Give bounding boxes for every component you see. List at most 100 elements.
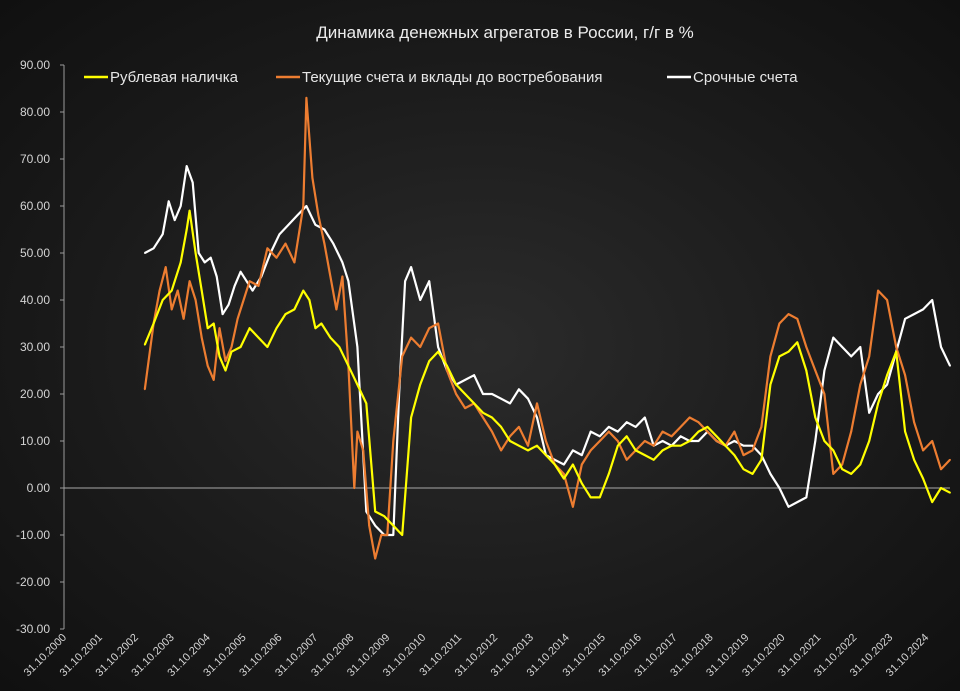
data-point (341, 275, 344, 278)
data-point (296, 214, 299, 217)
data-point (401, 355, 404, 358)
data-point (886, 383, 888, 386)
data-point (209, 256, 212, 259)
data-point (329, 336, 332, 339)
data-point (227, 303, 230, 306)
data-point (536, 444, 538, 447)
data-point (353, 487, 356, 489)
data-point (913, 313, 915, 315)
data-point (715, 440, 718, 442)
data-point (850, 355, 853, 358)
data-point (877, 393, 879, 395)
data-point (518, 426, 520, 428)
data-point (380, 534, 383, 536)
data-point (823, 393, 826, 395)
data-point (305, 97, 308, 99)
data-point (314, 223, 317, 226)
data-point (509, 435, 511, 438)
data-point (191, 181, 194, 184)
data-point (293, 308, 296, 311)
data-point (158, 289, 161, 292)
data-point (778, 322, 781, 325)
series-1 (143, 96, 951, 560)
data-point (545, 454, 547, 456)
data-point (931, 440, 934, 442)
data-point (275, 327, 278, 330)
data-point (491, 393, 493, 395)
data-point (895, 346, 898, 348)
data-point (527, 444, 529, 447)
data-point (832, 336, 835, 339)
data-point (500, 426, 502, 428)
data-point (287, 223, 290, 226)
data-point (311, 176, 314, 179)
data-point (248, 327, 251, 330)
data-point (242, 299, 245, 301)
data-point (278, 233, 281, 236)
data-point (787, 313, 790, 315)
data-point (308, 299, 311, 301)
y-tick-label: 0.00 (27, 481, 51, 495)
data-point (715, 435, 718, 438)
data-point (616, 444, 619, 447)
data-point (913, 458, 915, 461)
data-point (652, 444, 655, 447)
data-point (143, 388, 146, 391)
data-point (760, 426, 763, 428)
data-point (589, 430, 592, 433)
data-point (374, 510, 377, 513)
data-point (769, 383, 772, 386)
data-point (179, 205, 182, 207)
data-point (185, 165, 188, 168)
data-point (814, 416, 817, 419)
data-point (904, 430, 906, 433)
data-point (949, 491, 951, 494)
data-point (509, 440, 511, 442)
data-point (419, 346, 422, 348)
data-point (805, 496, 808, 499)
data-point (778, 487, 781, 489)
data-point (347, 280, 350, 283)
data-point (634, 426, 637, 428)
data-point (913, 421, 915, 424)
data-point (482, 393, 484, 395)
data-point (335, 308, 338, 311)
data-point (167, 200, 170, 203)
y-tick-label: 40.00 (20, 293, 50, 307)
data-point (563, 463, 565, 466)
legend-item: Срочные счета (667, 69, 798, 86)
data-point (895, 350, 898, 353)
data-point (598, 435, 601, 438)
data-point (859, 346, 862, 348)
data-point (751, 449, 754, 452)
y-tick-label: 60.00 (20, 199, 50, 213)
data-point (563, 473, 565, 475)
data-point (251, 289, 254, 292)
data-point (320, 322, 323, 325)
data-point (706, 430, 709, 433)
data-point (688, 440, 691, 442)
data-point (383, 515, 386, 518)
data-point (652, 458, 655, 461)
data-point (823, 369, 826, 372)
data-point (922, 308, 924, 311)
data-point (221, 313, 224, 315)
data-point (437, 346, 439, 348)
data-point (536, 416, 538, 419)
data-point (284, 242, 287, 245)
data-point (152, 247, 155, 250)
data-point (164, 266, 167, 268)
data-point (877, 289, 879, 292)
data-point (616, 440, 619, 442)
data-point (230, 346, 233, 348)
data-point (814, 369, 817, 372)
data-point (697, 440, 700, 442)
data-point (188, 209, 191, 212)
legend-label: Текущие счета и вклады до востребования (302, 69, 603, 86)
data-point (643, 454, 646, 456)
data-point (589, 449, 592, 452)
data-point (455, 393, 457, 395)
data-point (482, 416, 484, 419)
data-point (877, 402, 879, 405)
